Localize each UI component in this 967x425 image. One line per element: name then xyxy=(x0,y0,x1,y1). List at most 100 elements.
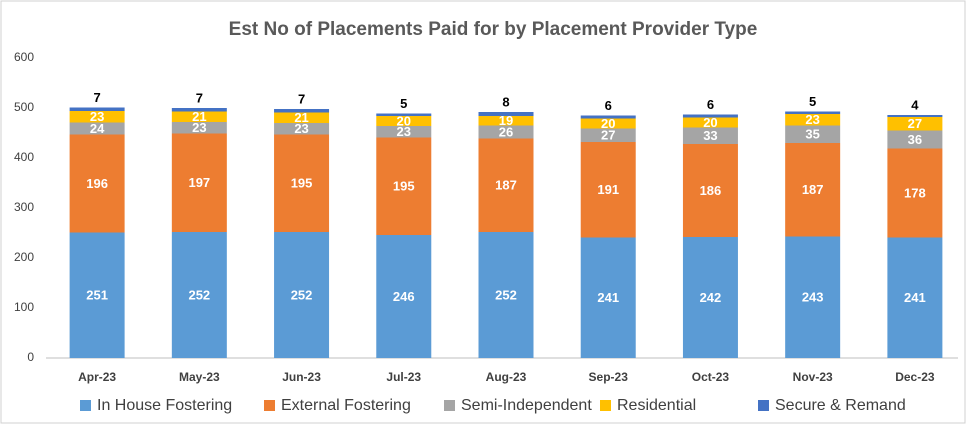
data-label: 27 xyxy=(601,128,615,143)
bar-segment xyxy=(171,122,227,134)
y-tick-label: 0 xyxy=(27,350,34,364)
x-tick-label: May-23 xyxy=(179,370,220,384)
bar-segment xyxy=(785,236,841,358)
data-label: 251 xyxy=(86,288,108,303)
legend-swatch xyxy=(600,400,611,411)
data-label: 7 xyxy=(298,91,305,106)
y-tick-label: 500 xyxy=(14,100,34,114)
bar-segment xyxy=(274,232,330,358)
data-label: 187 xyxy=(802,182,824,197)
bar-segment xyxy=(580,118,636,129)
data-label: 7 xyxy=(93,90,100,105)
legend-label: External Fostering xyxy=(281,397,411,414)
legend-swatch xyxy=(264,400,275,411)
x-tick-label: Sep-23 xyxy=(589,370,629,384)
bar-segment xyxy=(171,232,227,358)
bar-segment xyxy=(580,237,636,358)
data-label: 23 xyxy=(192,120,206,135)
y-tick-label: 200 xyxy=(14,250,34,264)
bar-segment xyxy=(69,232,125,358)
bar-segment xyxy=(887,148,943,238)
bar-segment xyxy=(376,116,432,126)
data-label: 7 xyxy=(196,90,203,105)
data-label: 186 xyxy=(700,183,722,198)
data-label: 195 xyxy=(393,179,415,194)
data-label: 6 xyxy=(605,98,612,113)
data-label: 195 xyxy=(291,176,313,191)
bar-segment xyxy=(478,112,534,116)
legend-label: Semi-Independent xyxy=(461,397,592,414)
data-label: 20 xyxy=(601,116,615,131)
bar-segment xyxy=(171,111,227,122)
legend-swatch xyxy=(444,400,455,411)
data-label: 26 xyxy=(499,124,513,139)
data-label: 27 xyxy=(908,116,922,131)
bar-segment xyxy=(887,117,943,131)
x-tick-label: Jun-23 xyxy=(282,370,321,384)
x-tick-label: Dec-23 xyxy=(895,370,935,384)
legend-label: Secure & Remand xyxy=(775,397,906,414)
y-tick-label: 300 xyxy=(14,200,34,214)
data-label: 6 xyxy=(707,97,714,112)
data-label: 197 xyxy=(188,175,210,190)
bar-segment xyxy=(69,134,125,233)
bar-segment xyxy=(478,125,534,139)
bar-segment xyxy=(887,237,943,358)
y-tick-label: 100 xyxy=(14,300,34,314)
data-label: 241 xyxy=(597,290,619,305)
bar-segment xyxy=(274,109,330,113)
data-label: 243 xyxy=(802,290,824,305)
x-tick-label: Apr-23 xyxy=(78,370,116,384)
x-tick-label: Jul-23 xyxy=(386,370,421,384)
data-label: 242 xyxy=(700,290,722,305)
y-tick-label: 600 xyxy=(14,50,34,64)
data-label: 178 xyxy=(904,185,926,200)
bar-segment xyxy=(478,138,534,232)
data-label: 23 xyxy=(294,121,308,136)
bar-segment xyxy=(376,113,432,116)
bar-segment xyxy=(580,128,636,142)
data-label: 21 xyxy=(192,109,206,124)
bar-segment xyxy=(785,125,841,143)
data-label: 23 xyxy=(397,124,411,139)
chart-title: Est No of Placements Paid for by Placeme… xyxy=(229,19,758,40)
legend-swatch xyxy=(758,400,769,411)
bar-segment xyxy=(785,111,841,114)
legend-label: Residential xyxy=(617,397,696,414)
legend-swatch xyxy=(80,400,91,411)
bar-segment xyxy=(376,235,432,358)
data-label: 252 xyxy=(291,287,313,302)
data-label: 33 xyxy=(703,128,717,143)
data-label: 191 xyxy=(597,182,619,197)
data-label: 4 xyxy=(911,97,919,112)
data-label: 24 xyxy=(90,121,105,136)
data-label: 246 xyxy=(393,289,415,304)
data-label: 35 xyxy=(805,127,819,142)
bar-segment xyxy=(171,108,227,112)
bar-segment xyxy=(171,133,227,232)
bar-segment xyxy=(580,115,636,119)
data-label: 36 xyxy=(908,132,922,147)
bar-segment xyxy=(682,114,738,118)
bar-segment xyxy=(274,123,330,135)
x-tick-label: Nov-23 xyxy=(793,370,833,384)
data-label: 20 xyxy=(703,115,717,130)
bar-segment xyxy=(682,127,738,144)
bar-segment xyxy=(478,116,534,126)
x-tick-label: Aug-23 xyxy=(486,370,527,384)
x-tick-label: Oct-23 xyxy=(692,370,730,384)
y-tick-label: 400 xyxy=(14,150,34,164)
bar-segment xyxy=(887,130,943,149)
bar-segment xyxy=(274,134,330,232)
data-label: 21 xyxy=(294,110,308,125)
bar-segment xyxy=(580,142,636,238)
bar-segment xyxy=(887,115,943,117)
bar-segment xyxy=(682,144,738,237)
data-label: 23 xyxy=(805,112,819,127)
legend-label: In House Fostering xyxy=(97,397,232,414)
data-label: 23 xyxy=(90,109,104,124)
data-label: 5 xyxy=(809,94,816,109)
data-label: 20 xyxy=(397,113,411,128)
